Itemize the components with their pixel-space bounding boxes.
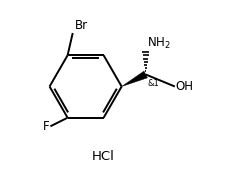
Text: HCl: HCl <box>91 150 114 163</box>
Text: &1: &1 <box>148 79 159 88</box>
Text: F: F <box>43 120 50 133</box>
Polygon shape <box>122 71 147 86</box>
Text: Br: Br <box>75 19 88 32</box>
Text: OH: OH <box>176 80 194 93</box>
Text: NH$_2$: NH$_2$ <box>147 36 171 51</box>
